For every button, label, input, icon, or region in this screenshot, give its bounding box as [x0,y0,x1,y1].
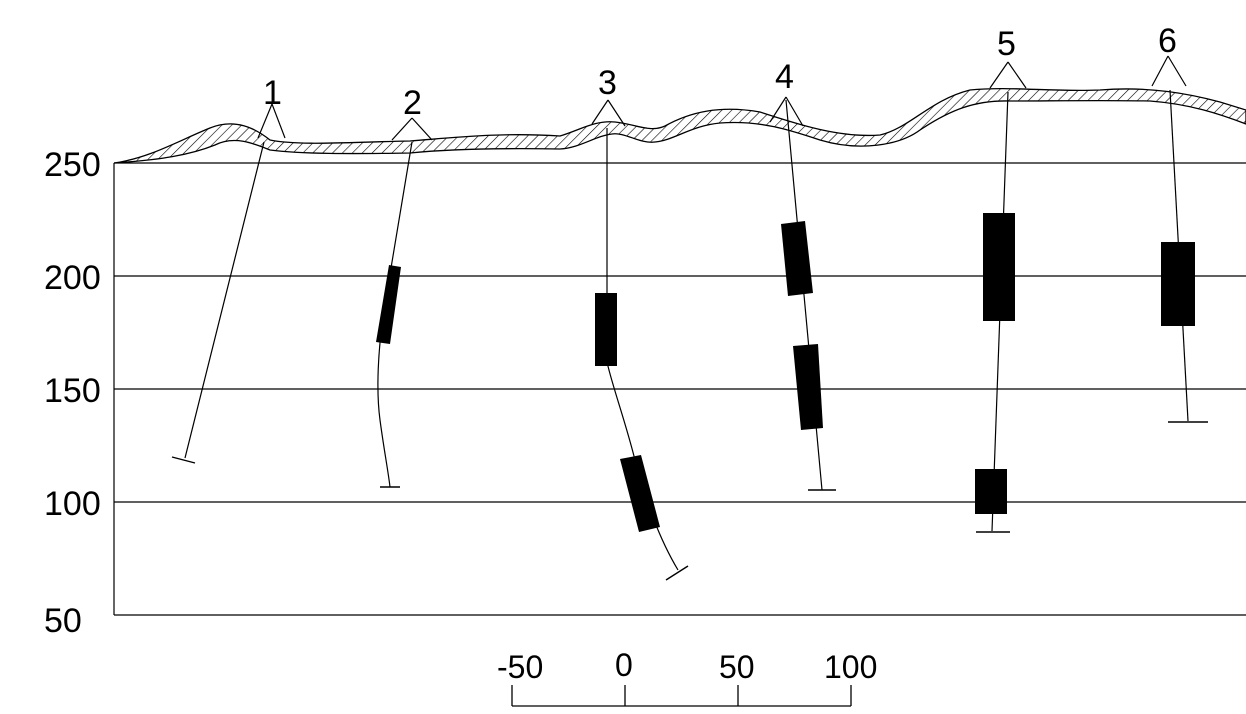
well-leader-line [1151,55,1169,87]
well-label: 5 [997,25,1016,63]
ground-surface-layer [113,87,1246,164]
well-leader-line [1167,55,1187,87]
ore-interval [595,293,617,366]
scale-bar-label: 0 [615,647,633,683]
well-end-tick [171,456,196,464]
well-label: 2 [403,84,422,122]
well-label: 1 [263,74,282,112]
y-tick-label: 200 [44,259,101,297]
well-end-tick [665,565,689,581]
ore-interval [975,469,1007,514]
y-tick-label: 250 [44,146,101,184]
ore-interval [1161,242,1195,326]
well-label: 6 [1158,22,1177,60]
ore-interval [793,344,823,430]
scale-bar: -50 0 50 100 [497,647,877,707]
well-leader-line [785,96,804,127]
drill-holes: 1 2 3 4 [171,22,1208,581]
well-2: 2 [376,84,433,488]
well-leader-line [411,117,433,141]
well-label: 4 [775,58,794,96]
well-4: 4 [769,58,836,491]
elevation-grid [113,162,1246,616]
scale-bar-label: 50 [719,649,755,685]
well-1: 1 [171,74,286,464]
well-leader-line [607,99,626,127]
well-trace [184,141,265,459]
well-leader-line [391,117,413,141]
well-5: 5 [975,25,1027,533]
well-leader-line [271,103,286,139]
ore-interval [983,213,1015,321]
y-tick-label: 150 [44,372,101,410]
well-leader-line [591,99,609,125]
y-tick-label: 50 [44,602,82,640]
well-6: 6 [1151,22,1208,423]
well-label: 3 [598,64,617,102]
well-leader-line [989,61,1009,89]
well-leader-line [769,96,787,123]
well-3: 3 [591,64,689,581]
scale-bar-label: 100 [824,649,877,685]
ore-interval [620,455,660,532]
scale-bar-label: -50 [497,649,543,685]
y-axis-labels: 250 200 150 100 50 [44,146,101,640]
y-tick-label: 100 [44,485,101,523]
ore-interval [781,221,813,296]
ore-interval [376,265,401,344]
well-leader-line [1007,61,1027,89]
well-leader-line [257,103,273,139]
